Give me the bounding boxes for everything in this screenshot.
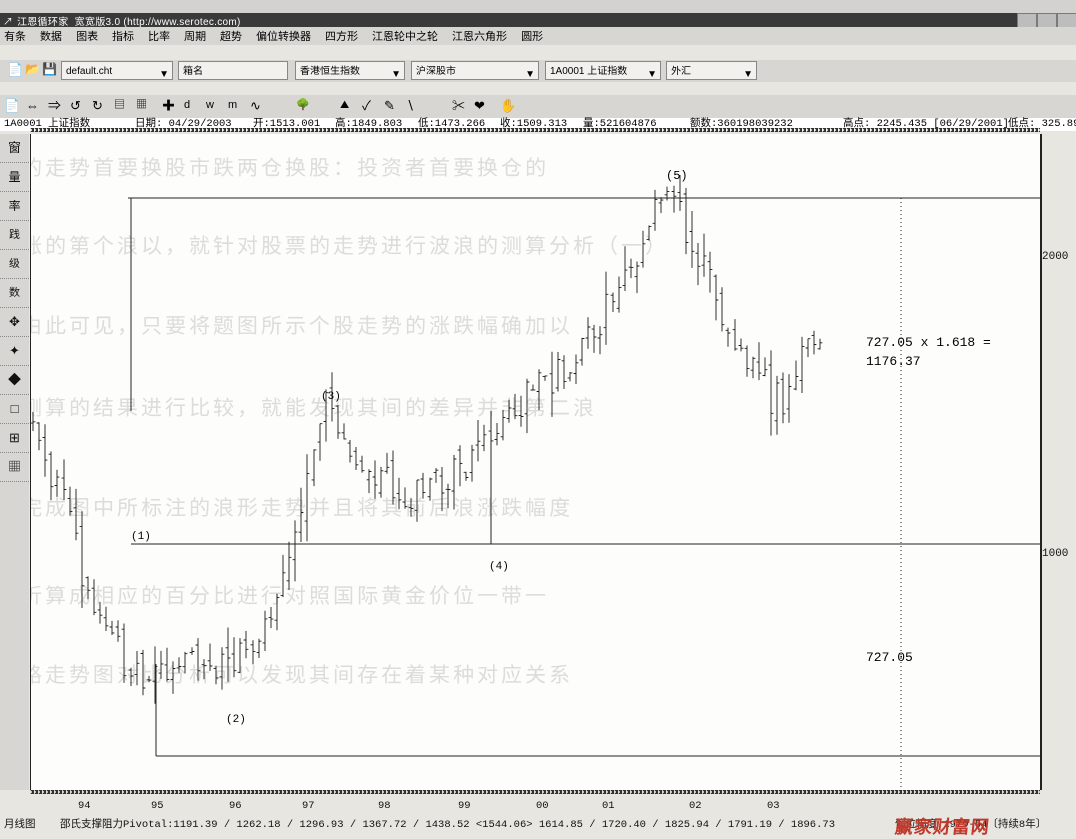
svg-text:(4): (4) [489, 561, 509, 573]
svg-text:(5): (5) [666, 169, 688, 183]
svg-text:(1): (1) [131, 531, 151, 543]
svg-text:1176.37: 1176.37 [866, 354, 921, 369]
svg-text:(3): (3) [321, 391, 341, 403]
svg-text:(2): (2) [226, 714, 246, 726]
svg-text:727.05: 727.05 [866, 650, 913, 665]
svg-text:727.05 x 1.618 =: 727.05 x 1.618 = [866, 335, 991, 350]
